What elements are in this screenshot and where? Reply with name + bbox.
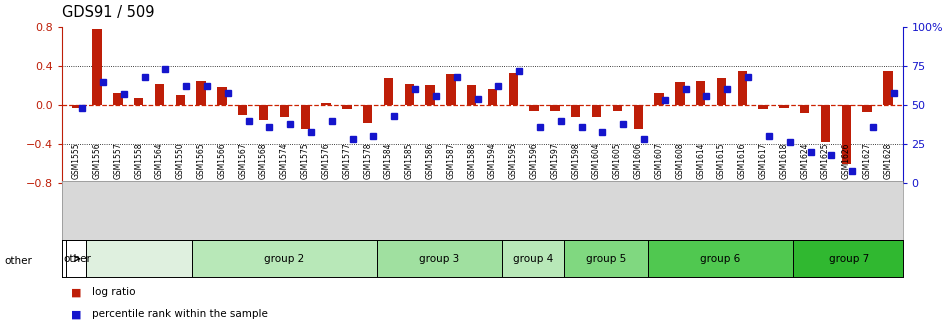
Bar (592, 105, 601, 117)
Bar (564, 240, 648, 277)
Bar (793, 240, 905, 277)
Bar (648, 240, 793, 277)
Bar (384, 78, 393, 105)
Text: group 4: group 4 (513, 254, 553, 264)
Bar (66, 240, 86, 277)
Bar (488, 89, 497, 105)
Text: group 5: group 5 (586, 254, 626, 264)
Bar (377, 240, 502, 277)
Bar (550, 105, 560, 111)
Text: other: other (64, 254, 91, 264)
Bar (758, 105, 768, 109)
Bar (800, 105, 809, 113)
Text: ■: ■ (71, 287, 82, 297)
Bar (613, 105, 622, 111)
Bar (113, 93, 123, 105)
Bar (92, 29, 102, 105)
Bar (363, 105, 372, 123)
Bar (218, 87, 227, 105)
Bar (779, 105, 788, 108)
Bar (134, 98, 143, 105)
Bar (655, 93, 664, 105)
Bar (675, 82, 685, 105)
Bar (863, 105, 872, 112)
Bar (238, 105, 248, 115)
Bar (426, 85, 435, 105)
Text: group 3: group 3 (419, 254, 460, 264)
Bar (342, 105, 352, 109)
Bar (197, 81, 206, 105)
Bar (821, 105, 830, 142)
Bar (176, 95, 185, 105)
Bar (571, 105, 580, 117)
Bar (842, 105, 851, 164)
Text: percentile rank within the sample: percentile rank within the sample (92, 309, 268, 319)
Text: GDS91 / 509: GDS91 / 509 (62, 5, 154, 20)
Bar (300, 105, 310, 129)
Text: group 2: group 2 (264, 254, 305, 264)
Text: group 7: group 7 (829, 254, 869, 264)
Bar (279, 105, 289, 117)
Text: other: other (5, 256, 32, 266)
Bar (696, 81, 705, 105)
Text: log ratio: log ratio (92, 287, 136, 297)
Bar (86, 240, 192, 277)
Bar (502, 240, 564, 277)
Bar (155, 84, 164, 105)
Bar (446, 74, 456, 105)
Bar (716, 78, 726, 105)
Bar (737, 71, 747, 105)
Bar (884, 71, 893, 105)
Bar (634, 105, 643, 129)
Bar (405, 84, 414, 105)
Bar (259, 105, 268, 120)
Text: ■: ■ (71, 309, 82, 319)
Bar (508, 73, 518, 105)
Bar (321, 103, 331, 105)
Bar (71, 105, 81, 108)
Text: group 1: group 1 (0, 335, 1, 336)
Bar (529, 105, 539, 111)
Bar (467, 85, 476, 105)
Text: group 6: group 6 (700, 254, 741, 264)
Bar (192, 240, 377, 277)
